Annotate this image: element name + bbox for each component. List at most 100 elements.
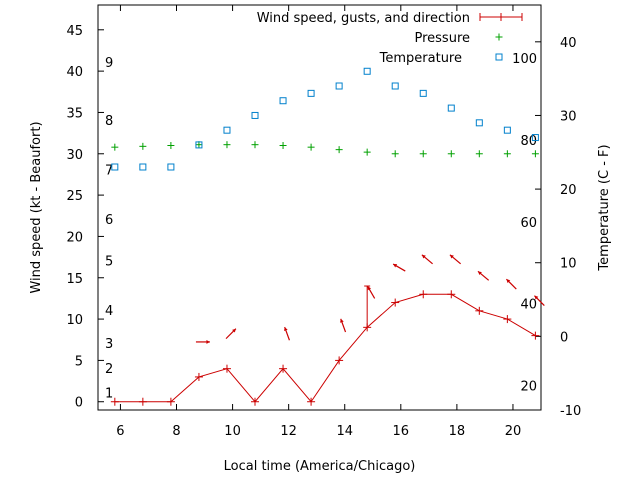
wind-speed-point bbox=[194, 372, 203, 381]
x-tick-label: 6 bbox=[116, 424, 124, 439]
y-left-tick-label: 30 bbox=[66, 148, 83, 163]
wind-direction-arrow bbox=[505, 278, 517, 290]
fahrenheit-label: 80 bbox=[520, 134, 537, 149]
wind-direction-arrow bbox=[421, 254, 433, 265]
wind-direction-arrow bbox=[392, 263, 406, 272]
y-left-tick-label: 5 bbox=[75, 354, 83, 369]
x-tick-label: 8 bbox=[172, 424, 180, 439]
wind-speed-point bbox=[222, 364, 231, 373]
temperature-point bbox=[139, 163, 147, 171]
y-axis-left-label: Wind speed (kt - Beaufort) bbox=[29, 121, 44, 293]
pressure-point bbox=[307, 143, 315, 151]
plot-border bbox=[97, 4, 542, 411]
pressure-point bbox=[447, 150, 455, 158]
y-right-tick-label: 40 bbox=[560, 36, 577, 51]
x-tick-label: 12 bbox=[280, 424, 297, 439]
wind-speed-point bbox=[447, 290, 456, 299]
legend-label-pressure: Pressure bbox=[414, 31, 470, 46]
fahrenheit-label: 60 bbox=[520, 216, 537, 231]
pressure-point bbox=[391, 150, 399, 158]
beaufort-label: 4 bbox=[105, 304, 113, 319]
wind-speed-point bbox=[307, 397, 316, 406]
y-left-tick-label: 15 bbox=[66, 272, 83, 287]
plot-frame bbox=[97, 4, 542, 411]
temperature-point bbox=[195, 141, 203, 149]
pressure-point bbox=[531, 150, 539, 158]
beaufort-label: 2 bbox=[105, 362, 113, 377]
pressure-point bbox=[167, 142, 175, 150]
wind-direction-arrow bbox=[534, 295, 545, 306]
fahrenheit-label: 100 bbox=[512, 52, 537, 67]
temperature-point bbox=[167, 163, 175, 171]
temperature-point bbox=[531, 134, 539, 142]
y-left-tick-label: 35 bbox=[66, 106, 83, 121]
wind-speed-point bbox=[110, 397, 119, 406]
wind-direction-arrow bbox=[367, 285, 376, 299]
pressure-point bbox=[111, 143, 119, 151]
y-right-tick-label: 0 bbox=[560, 330, 568, 345]
temperature-point bbox=[447, 104, 455, 112]
beaufort-label: 9 bbox=[105, 56, 113, 71]
pressure-point bbox=[279, 142, 287, 150]
legend-swatch-temperature bbox=[495, 53, 503, 61]
wind-speed-line bbox=[114, 293, 536, 403]
temperature-point bbox=[419, 89, 427, 97]
beaufort-label: 7 bbox=[105, 163, 113, 178]
x-tick-label: 10 bbox=[224, 424, 241, 439]
temperature-point bbox=[251, 111, 259, 119]
wind-direction-arrow bbox=[195, 340, 210, 344]
beaufort-label: 1 bbox=[105, 387, 113, 402]
wind-direction-arrow bbox=[284, 326, 291, 341]
beaufort-label: 3 bbox=[105, 337, 113, 352]
legend-label-wind: Wind speed, gusts, and direction bbox=[257, 11, 470, 26]
x-axis-label: Local time (America/Chicago) bbox=[224, 459, 416, 474]
beaufort-label: 6 bbox=[105, 213, 113, 228]
temperature-point bbox=[475, 119, 483, 127]
pressure-point bbox=[335, 146, 343, 154]
wind-direction-arrow bbox=[477, 270, 490, 281]
fahrenheit-label: 40 bbox=[520, 298, 537, 313]
beaufort-label: 8 bbox=[105, 114, 113, 129]
beaufort-label: 5 bbox=[105, 254, 113, 269]
y-right-tick-label: -10 bbox=[560, 404, 581, 419]
pressure-point bbox=[475, 150, 483, 158]
pressure-point bbox=[139, 142, 147, 150]
legend: Wind speed, gusts, and direction Pressure… bbox=[257, 11, 523, 66]
temperature-point bbox=[307, 89, 315, 97]
pressure-point bbox=[223, 141, 231, 149]
wind-direction-arrow bbox=[449, 254, 462, 265]
series-marks bbox=[110, 67, 545, 406]
wind-speed-point bbox=[503, 315, 512, 324]
y-axis-right-label: Temperature (C - F) bbox=[597, 144, 612, 271]
wind-speed-point bbox=[166, 397, 175, 406]
x-tick-label: 16 bbox=[393, 424, 410, 439]
y-left-tick-label: 25 bbox=[66, 189, 83, 204]
wind-direction-arrow bbox=[340, 318, 347, 333]
temperature-point bbox=[391, 82, 399, 90]
y-right-tick-label: 30 bbox=[560, 109, 577, 124]
temperature-point bbox=[335, 82, 343, 90]
y-left-tick-label: 45 bbox=[66, 24, 83, 39]
y-right-tick-label: 10 bbox=[560, 257, 577, 272]
pressure-point bbox=[251, 141, 259, 149]
wind-speed-point bbox=[531, 331, 540, 340]
wind-speed-point bbox=[251, 397, 260, 406]
x-tick-label: 20 bbox=[505, 424, 522, 439]
legend-label-temperature: Temperature bbox=[379, 51, 462, 66]
y-left-tick-label: 20 bbox=[66, 230, 83, 245]
wind-speed-point bbox=[335, 356, 344, 365]
y-right-tick-label: 20 bbox=[560, 183, 577, 198]
x-tick-label: 18 bbox=[449, 424, 466, 439]
temperature-point bbox=[503, 126, 511, 134]
temperature-point bbox=[111, 163, 119, 171]
wind-speed-point bbox=[419, 290, 428, 299]
wind-speed-point bbox=[138, 397, 147, 406]
y-left-tick-label: 0 bbox=[75, 396, 83, 411]
wind-speed-point bbox=[475, 306, 484, 315]
axis-ticks: 6 8 10 12 14 16 18 20051015202530354045-1001020… bbox=[66, 5, 581, 439]
temperature-point bbox=[279, 97, 287, 105]
pressure-point bbox=[363, 148, 371, 156]
pressure-point bbox=[419, 150, 427, 158]
y-left-tick-label: 40 bbox=[66, 65, 83, 80]
fahrenheit-label: 20 bbox=[520, 379, 537, 394]
